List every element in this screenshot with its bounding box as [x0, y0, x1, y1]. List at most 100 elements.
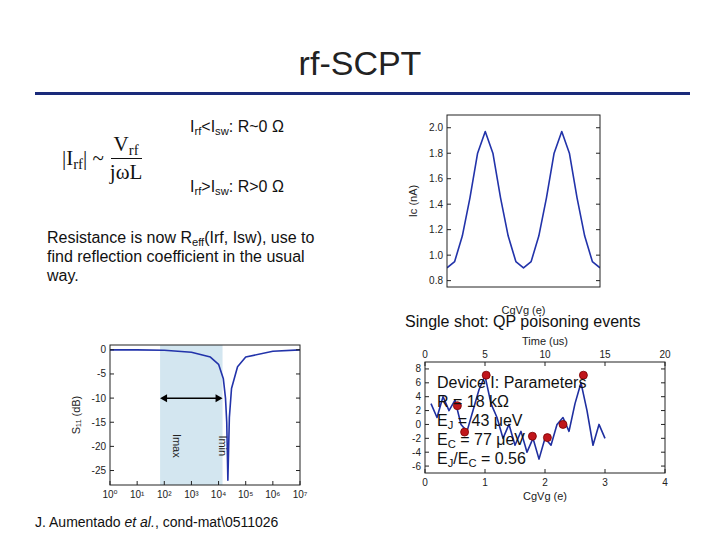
plot-frame [447, 115, 600, 287]
tick-mark [425, 438, 429, 439]
citation: J. Aumentado et al., cond-mat\0511026 [35, 514, 278, 530]
italic-text: et al. [125, 514, 155, 530]
tick-mark [110, 446, 114, 447]
chart: -6-4-2024680123405101520CgVg (e)Time (us… [412, 335, 671, 502]
tick-label: 4 [662, 477, 668, 488]
chart: -25-20-15-10-5010⁰10¹10²10³10⁴10⁵10⁶10⁷S… [70, 344, 308, 500]
plot-frame [425, 362, 665, 473]
tick-mark [447, 255, 451, 256]
text-run: = 0.56 [476, 450, 525, 467]
tick-mark [596, 178, 600, 179]
condition: Irf<Isw: R~0 Ω [190, 118, 284, 136]
tick-mark [296, 398, 300, 399]
tick-mark [661, 396, 665, 397]
tick-label: 10 [539, 349, 551, 360]
tick-label: 0 [100, 344, 106, 355]
data-point [559, 420, 567, 428]
slide: -25-20-15-10-5010⁰10¹10²10³10⁴10⁵10⁶10⁷S… [0, 0, 720, 540]
fraction: VrfjωL [110, 132, 142, 185]
tick-label: 5 [482, 349, 488, 360]
subscript: rf [194, 125, 201, 137]
data-line [110, 350, 300, 480]
tick-mark [661, 410, 665, 411]
tick-label: -15 [92, 417, 107, 428]
formula-lhs: |Irf| ~ [62, 146, 104, 171]
axis-label: Time (us) [522, 335, 568, 347]
numerator: Vrf [111, 132, 142, 159]
subscript: rf [73, 156, 83, 172]
tick-label: 10² [157, 489, 172, 500]
tick-label: 0.8 [429, 275, 443, 286]
subscript: J [448, 419, 454, 431]
text-run: , cond-mat\0511026 [155, 514, 279, 530]
tick-label: 10⁶ [265, 489, 280, 500]
tick-label: -6 [412, 461, 421, 472]
text-run: E [437, 450, 448, 467]
text-run: /E [453, 450, 468, 467]
formula: |Irf| ~VrfjωL [62, 132, 142, 185]
tick-mark [110, 373, 114, 374]
tick-label: 0 [422, 349, 428, 360]
tick-mark [191, 481, 192, 485]
data-line [447, 132, 600, 268]
text-run: Device I: Parameters [437, 374, 586, 391]
tick-label: -25 [92, 465, 107, 476]
tick-label: 10⁰ [102, 489, 117, 500]
tick-label: -10 [92, 393, 107, 404]
text-run: = 77 μeV [456, 431, 525, 448]
text-run: Resistance is now R [47, 229, 192, 246]
annotation: Imax [171, 434, 183, 458]
tick-mark [596, 127, 600, 128]
tick-mark [605, 362, 606, 366]
data-point [528, 432, 536, 440]
text-run: R = 18 kΩ [437, 393, 509, 410]
tick-mark [137, 481, 138, 485]
condition: Irf>Isw: R>0 Ω [190, 178, 284, 196]
slide-title: rf-SCPT [0, 44, 720, 83]
text-run: E [437, 431, 448, 448]
tick-mark [218, 481, 219, 485]
tick-label: -4 [412, 447, 421, 458]
subscript: rf [194, 185, 201, 197]
tick-mark [296, 349, 300, 350]
tick-label: 1.0 [429, 250, 443, 261]
text-run: I [190, 178, 194, 195]
tick-mark [661, 424, 665, 425]
subscript: C [468, 457, 476, 469]
tick-label: 10⁴ [211, 489, 226, 500]
tick-mark [447, 280, 451, 281]
subscript: sw [215, 185, 229, 197]
subscript: sw [215, 125, 229, 137]
tick-mark [485, 362, 486, 366]
tick-mark [447, 153, 451, 154]
tick-mark [110, 470, 114, 471]
tick-mark [245, 481, 246, 485]
tick-label: 15 [599, 349, 611, 360]
text-run: = 43 μeV [453, 412, 522, 429]
text-run: | ~ [83, 146, 104, 170]
title-rule [35, 92, 690, 95]
tick-mark [110, 422, 114, 423]
tick-mark [272, 481, 273, 485]
text-run: : R>0 Ω [229, 178, 284, 195]
tick-mark [661, 368, 665, 369]
tick-label: 4 [415, 391, 421, 402]
tick-label: 2 [542, 477, 548, 488]
parameters: Device I: ParametersR = 18 kΩEJ = 43 μeV… [437, 373, 586, 468]
tick-mark [425, 466, 429, 467]
tick-mark [425, 424, 429, 425]
tick-mark [596, 229, 600, 230]
annotation: Imin [217, 435, 229, 456]
tick-label: 3 [602, 477, 608, 488]
axis-label: S₁₁ (dB) [70, 396, 82, 435]
tick-label: 2.0 [429, 122, 443, 133]
text-run: |I [62, 146, 73, 170]
tick-mark [661, 382, 665, 383]
tick-mark [110, 481, 111, 485]
plot-area [447, 132, 600, 268]
tick-label: 6 [415, 377, 421, 388]
paragraph: Resistance is now Reff(Irf, Isw), use to… [47, 228, 339, 285]
tick-mark [300, 481, 301, 485]
tick-label: 1.4 [429, 199, 443, 210]
tick-mark [110, 398, 114, 399]
